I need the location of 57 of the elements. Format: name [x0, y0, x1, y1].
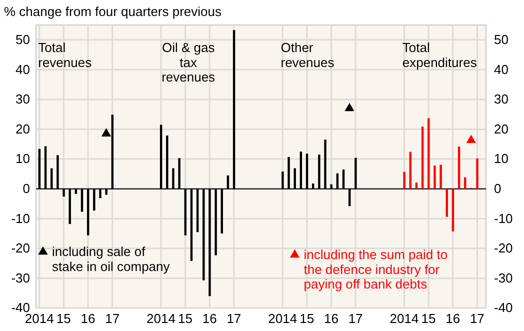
- y2-tick-label: 50: [494, 32, 508, 48]
- x-tick-label: 17: [348, 311, 363, 326]
- bar: [409, 152, 412, 189]
- x-tick-label: 17: [226, 311, 242, 326]
- x-tick-label: 17: [470, 311, 484, 326]
- chart-title: % change from four quarters previous: [4, 4, 222, 19]
- bar: [434, 166, 436, 189]
- y-tick-label: -10: [11, 210, 30, 226]
- y-tick-label: -30: [11, 270, 30, 286]
- bar: [403, 172, 406, 189]
- annotation: Oil & gas tax revenues: [162, 40, 216, 85]
- x-tick-label: 15: [300, 311, 314, 326]
- bar: [421, 126, 424, 189]
- point: [466, 134, 476, 144]
- point: [344, 102, 354, 112]
- bar: [476, 158, 478, 189]
- x-tick-label: 2014: [24, 311, 54, 326]
- bar: [452, 188, 454, 232]
- bar: [415, 182, 418, 189]
- bar: [440, 164, 442, 189]
- y2-tick-label: -30: [494, 270, 513, 286]
- y2-tick-label: 0: [494, 181, 502, 196]
- y-tick-label: -20: [11, 240, 30, 256]
- x-tick-label: 15: [56, 311, 71, 326]
- bar: [464, 177, 466, 189]
- x-tick-label: 16: [324, 311, 338, 326]
- x-tick-label: 2014: [390, 311, 419, 326]
- y2-tick-label: -20: [494, 240, 513, 256]
- annotation: Other revenues: [280, 40, 335, 70]
- x-tick-label: 16: [202, 311, 217, 326]
- y-tick-label: 30: [16, 92, 30, 107]
- x-tick-label: 15: [421, 311, 436, 326]
- bar: [458, 146, 460, 189]
- y-tick-label: 50: [16, 32, 30, 48]
- y2-tick-label: 10: [494, 151, 508, 166]
- y2-tick-label: -10: [494, 210, 513, 226]
- legend-label: including the sum paid to the defence industry for paying off bank debts: [304, 246, 448, 292]
- x-tick-label: 2014: [146, 311, 176, 326]
- y-tick-label: 10: [16, 151, 30, 166]
- y2-tick-label: 30: [494, 92, 508, 107]
- y2-tick-label: -40: [494, 300, 513, 316]
- x-tick-label: 15: [178, 311, 193, 326]
- bar: [428, 118, 430, 189]
- legend-label: including sale of stake in oil company: [52, 244, 170, 274]
- x-tick-label: 2014: [268, 311, 298, 326]
- annotation: Total revenues: [38, 40, 92, 70]
- y-tick-label: 0: [22, 181, 30, 196]
- y2-tick-label: 40: [494, 62, 508, 77]
- x-tick-label: 17: [105, 311, 120, 326]
- bar: [446, 188, 448, 217]
- annotation: Total expenditures: [402, 40, 478, 70]
- point: [101, 128, 112, 137]
- y-tick-label: 20: [16, 121, 30, 136]
- y-tick-label: 40: [16, 62, 30, 77]
- x-tick-label: 16: [446, 311, 460, 326]
- x-tick-label: 16: [80, 311, 96, 326]
- y2-tick-label: 20: [494, 121, 508, 136]
